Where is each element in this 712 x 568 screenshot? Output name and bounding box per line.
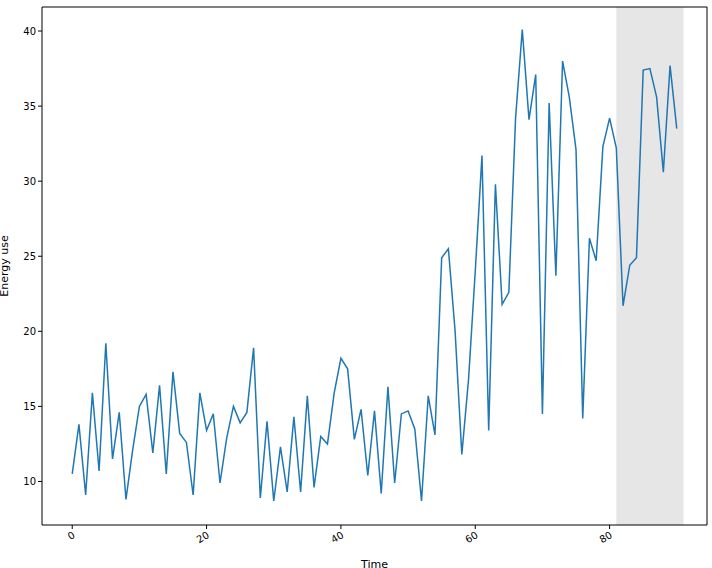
svg-text:Energy use: Energy use <box>8 235 11 297</box>
svg-text:0: 0 <box>66 529 77 542</box>
svg-text:25: 25 <box>23 251 36 262</box>
svg-text:10: 10 <box>23 476 36 487</box>
svg-text:20: 20 <box>195 529 212 545</box>
svg-text:35: 35 <box>23 101 36 112</box>
svg-text:30: 30 <box>23 176 36 187</box>
svg-text:40: 40 <box>329 529 346 545</box>
svg-text:40: 40 <box>23 26 36 37</box>
svg-text:Time: Time <box>360 558 388 568</box>
svg-text:20: 20 <box>23 326 36 337</box>
svg-text:15: 15 <box>23 401 36 412</box>
svg-text:80: 80 <box>598 529 615 545</box>
svg-text:60: 60 <box>463 529 480 545</box>
